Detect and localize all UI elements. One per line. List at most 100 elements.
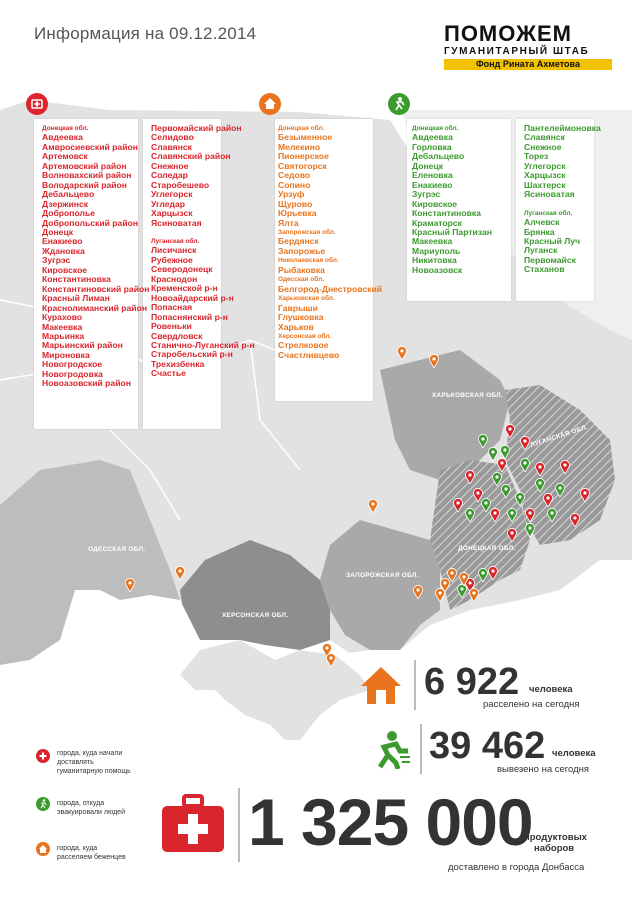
map-pin-icon [497, 458, 507, 477]
list-item: Старобельский р-н [151, 349, 233, 360]
evacuated-desc: вывезено на сегодня [497, 764, 590, 775]
running-man-icon [388, 93, 410, 115]
map-pin-icon [413, 585, 423, 604]
list-item: Зугрэс [42, 255, 71, 266]
list-item: Бердянск [278, 236, 319, 247]
refugee-items-odesa: Белгород-Днестровский [278, 284, 382, 294]
list-item: Красный Луч [524, 235, 581, 246]
list-item: Славянск [524, 132, 565, 143]
list-item: Гаврыши [278, 302, 318, 313]
map-pin-icon [535, 478, 545, 497]
list-item: Новоазовский район [42, 378, 131, 389]
list-item: Краматорск [412, 217, 462, 228]
map-pin-icon [481, 498, 491, 517]
list-item: Святогорск [278, 160, 327, 171]
refugee-head-kherson: Херсонская обл. [278, 332, 332, 340]
list-item: Дебальцево [42, 189, 95, 200]
map-pin-icon [525, 508, 535, 527]
list-item: Щурово [278, 198, 313, 209]
sea [0, 600, 432, 897]
refugee-items-zaporizhzhia: Бердянск Запорожье [278, 236, 382, 256]
map-pin-icon [175, 566, 185, 585]
list-item: Кировское [412, 198, 458, 209]
map-pin-icon [507, 528, 517, 547]
aid-panel-left [34, 119, 138, 429]
list-item: Стаханов [524, 264, 565, 275]
first-aid-icon [26, 93, 48, 115]
stat-first-aid-icon [160, 794, 226, 859]
list-item: Попасная [151, 302, 193, 313]
logo-sub: ГУМАНИТАРНЫЙ ШТАБ [444, 46, 590, 57]
list-item: Новоазовск [412, 264, 463, 275]
list-item: Седово [278, 170, 311, 181]
kherson-region [180, 540, 330, 650]
list-item: Еленовка [412, 170, 453, 181]
list-item: Ровеньки [151, 321, 192, 332]
aid-col1-items: Авдеевка Амвросиевский район Артемовск Арте… [42, 132, 150, 389]
list-item: Мариуполь [412, 245, 461, 256]
list-item: Константиновский район [42, 283, 150, 294]
list-item: Дзержинск [42, 198, 89, 209]
refugee-head-mykolaiv: Николаевская обл. [278, 257, 339, 265]
evac-list-2: Пантелеймоновка Славянск Снежное Торез Углег… [524, 123, 601, 275]
list-item: Красный Лиман [42, 293, 110, 304]
list-item: Доброполье [42, 208, 96, 219]
aid-col2-items: Первомайский район Селидово Славянск Славян… [151, 123, 255, 228]
list-item: Ясиноватая [524, 189, 575, 200]
list-item: Енакиево [42, 236, 83, 247]
list-item: Никитовка [412, 255, 457, 266]
map-pin-icon [435, 588, 445, 607]
stat-house-icon [358, 664, 404, 711]
list-item: Харцызск [524, 170, 566, 181]
list-item: Пионерское [278, 151, 329, 162]
list-item: Мелекино [278, 141, 321, 152]
map-pin-icon [500, 445, 510, 464]
map-pin-icon [322, 643, 332, 662]
stat-runner-icon [372, 729, 412, 774]
aid-list-1: Донецкая обл. Авдеевка Амвросиевский райо… [42, 124, 149, 389]
logo-brand: ПОМОЖЕМ [444, 21, 572, 46]
logo-fund: Фонд Рината Ахметова [444, 59, 612, 70]
list-item: Брянка [524, 226, 555, 237]
map-pin-icon [453, 498, 463, 517]
evac-panel-left [407, 119, 511, 301]
list-item: Трехизбенка [151, 358, 205, 369]
aid-panel-right [143, 119, 221, 429]
list-item: Мироновка [42, 349, 90, 360]
list-item: Дебальцево [412, 151, 465, 162]
map-pin-icon [547, 508, 557, 527]
list-item: Авдеевка [42, 132, 83, 143]
list-item: Артемовский район [42, 160, 127, 171]
map-pin-icon [368, 499, 378, 518]
list-item: Горловка [412, 141, 452, 152]
list-item: Новогродовка [42, 368, 103, 379]
legend-refuge-text: города, куда расселяем беженцев [57, 845, 126, 861]
list-item: Володарский район [42, 179, 127, 190]
evac-panel-right [516, 119, 594, 301]
list-item: Первомайск [524, 254, 576, 265]
map-pin-icon [326, 653, 336, 672]
refugee-head-kharkiv: Харьковская обл. [278, 295, 335, 303]
legend-evac-text: города, откуда эвакуировали людей [57, 800, 125, 816]
odesa-region [0, 460, 180, 665]
stat-divider-3 [238, 788, 240, 862]
refugee-head-donetsk: Донецкая обл. [278, 125, 325, 132]
list-item: Добропольский район [42, 217, 139, 228]
evac-head-donetsk: Донецкая обл. [412, 125, 459, 132]
map-pin-icon [125, 578, 135, 597]
map-pin-icon [520, 436, 530, 455]
list-item: Марьинский район [42, 340, 123, 351]
list-item: Снежное [524, 141, 562, 152]
legend-first-aid-icon [36, 749, 50, 763]
map-pin-icon [525, 523, 535, 542]
region-label-kherson: ХЕРСОНСКАЯ ОБЛ. [222, 612, 289, 619]
zaporizhzhia-region [320, 520, 440, 650]
list-item: Енакиево [412, 179, 453, 190]
legend-runner-icon [36, 797, 50, 811]
list-item: Шахтерск [524, 179, 566, 190]
list-item: Селидово [151, 132, 194, 143]
refugee-list: Донецкая обл. Безыменное Мелекино Пионерск… [278, 124, 382, 360]
page-title: Информация на 09.12.2014 [34, 24, 257, 43]
refugee-panel [275, 119, 373, 401]
list-item: Амвросиевский район [42, 141, 138, 152]
